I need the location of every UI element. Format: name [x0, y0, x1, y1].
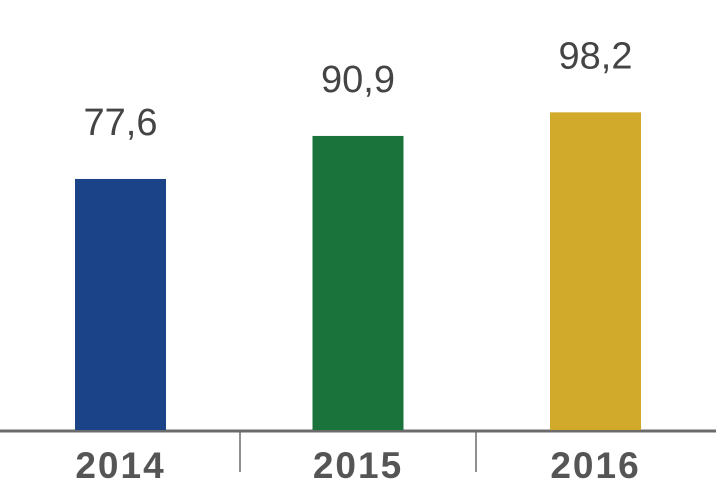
x-tick-label: 2016 — [550, 445, 640, 486]
x-tick-label: 2014 — [75, 445, 165, 486]
bar — [75, 178, 166, 430]
value-label: 77,6 — [84, 102, 158, 144]
value-label: 98,2 — [559, 35, 633, 77]
value-label: 90,9 — [321, 59, 395, 101]
x-tick-label: 2015 — [313, 445, 403, 486]
bar — [550, 112, 641, 430]
bar — [312, 135, 404, 430]
